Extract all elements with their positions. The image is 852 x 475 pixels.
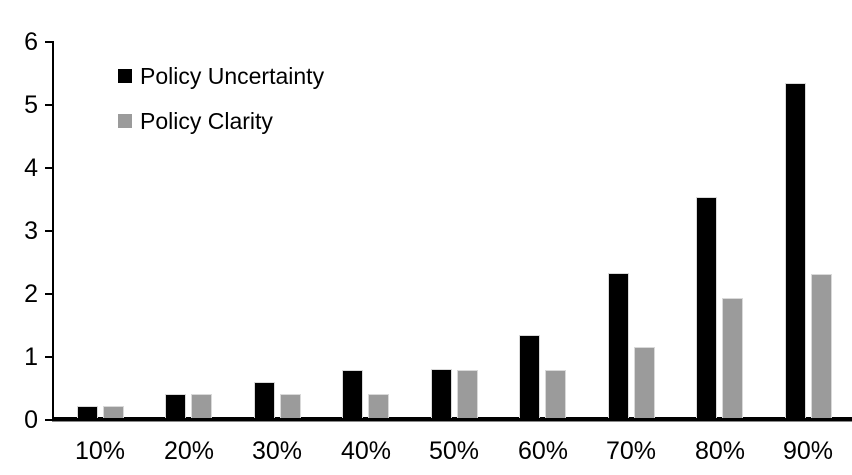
x-tick-label-40%: 40% xyxy=(340,437,392,465)
bar-policy-uncertainty-40% xyxy=(342,370,363,418)
x-tick-label-70%: 70% xyxy=(605,437,657,465)
y-tick-4 xyxy=(45,167,53,169)
bar-policy-clarity-90% xyxy=(811,274,832,418)
legend-label-policy-uncertainty: Policy Uncertainty xyxy=(140,63,325,89)
x-tick-label-20%: 20% xyxy=(163,437,215,465)
bar-policy-uncertainty-70% xyxy=(608,273,629,418)
bar-policy-uncertainty-20% xyxy=(165,394,186,418)
bar-policy-uncertainty-60% xyxy=(519,335,540,418)
bar-policy-uncertainty-80% xyxy=(696,197,717,418)
y-tick-5 xyxy=(45,104,53,106)
legend-label-policy-clarity: Policy Clarity xyxy=(140,108,273,134)
y-tick-label-2: 2 xyxy=(24,280,38,308)
bar-policy-clarity-70% xyxy=(634,347,655,418)
bar-policy-clarity-50% xyxy=(457,370,478,418)
bar-policy-uncertainty-90% xyxy=(785,83,806,418)
x-tick-label-60%: 60% xyxy=(517,437,569,465)
y-tick-3 xyxy=(45,230,53,232)
y-tick-label-3: 3 xyxy=(24,217,38,245)
bar-policy-uncertainty-10% xyxy=(77,406,98,418)
x-tick-label-80%: 80% xyxy=(694,437,746,465)
x-tick-label-10%: 10% xyxy=(74,437,126,465)
y-tick-label-6: 6 xyxy=(24,28,38,56)
bar-policy-uncertainty-50% xyxy=(431,369,452,418)
bar-policy-uncertainty-30% xyxy=(254,382,275,418)
y-tick-label-1: 1 xyxy=(24,343,38,371)
y-tick-label-0: 0 xyxy=(24,406,38,434)
bar-policy-clarity-10% xyxy=(103,406,124,418)
legend-swatch-policy-clarity xyxy=(118,114,132,128)
chart-legend: Policy Uncertainty Policy Clarity xyxy=(118,64,324,154)
bar-policy-clarity-80% xyxy=(722,298,743,418)
x-tick-label-90%: 90% xyxy=(782,437,834,465)
x-axis-line xyxy=(52,417,852,422)
y-tick-2 xyxy=(45,293,53,295)
legend-item-policy-clarity: Policy Clarity xyxy=(118,109,324,133)
y-axis-line xyxy=(52,41,54,420)
y-tick-0 xyxy=(45,419,53,421)
x-tick-label-30%: 30% xyxy=(251,437,303,465)
y-tick-label-5: 5 xyxy=(24,91,38,119)
bar-policy-clarity-30% xyxy=(280,394,301,418)
legend-swatch-policy-uncertainty xyxy=(118,69,132,83)
y-tick-label-4: 4 xyxy=(24,154,38,182)
bar-policy-clarity-60% xyxy=(545,370,566,418)
bar-policy-clarity-40% xyxy=(368,394,389,418)
x-tick-label-50%: 50% xyxy=(428,437,480,465)
bar-policy-clarity-20% xyxy=(191,394,212,418)
legend-item-policy-uncertainty: Policy Uncertainty xyxy=(118,64,324,88)
y-tick-6 xyxy=(45,41,53,43)
y-tick-1 xyxy=(45,356,53,358)
